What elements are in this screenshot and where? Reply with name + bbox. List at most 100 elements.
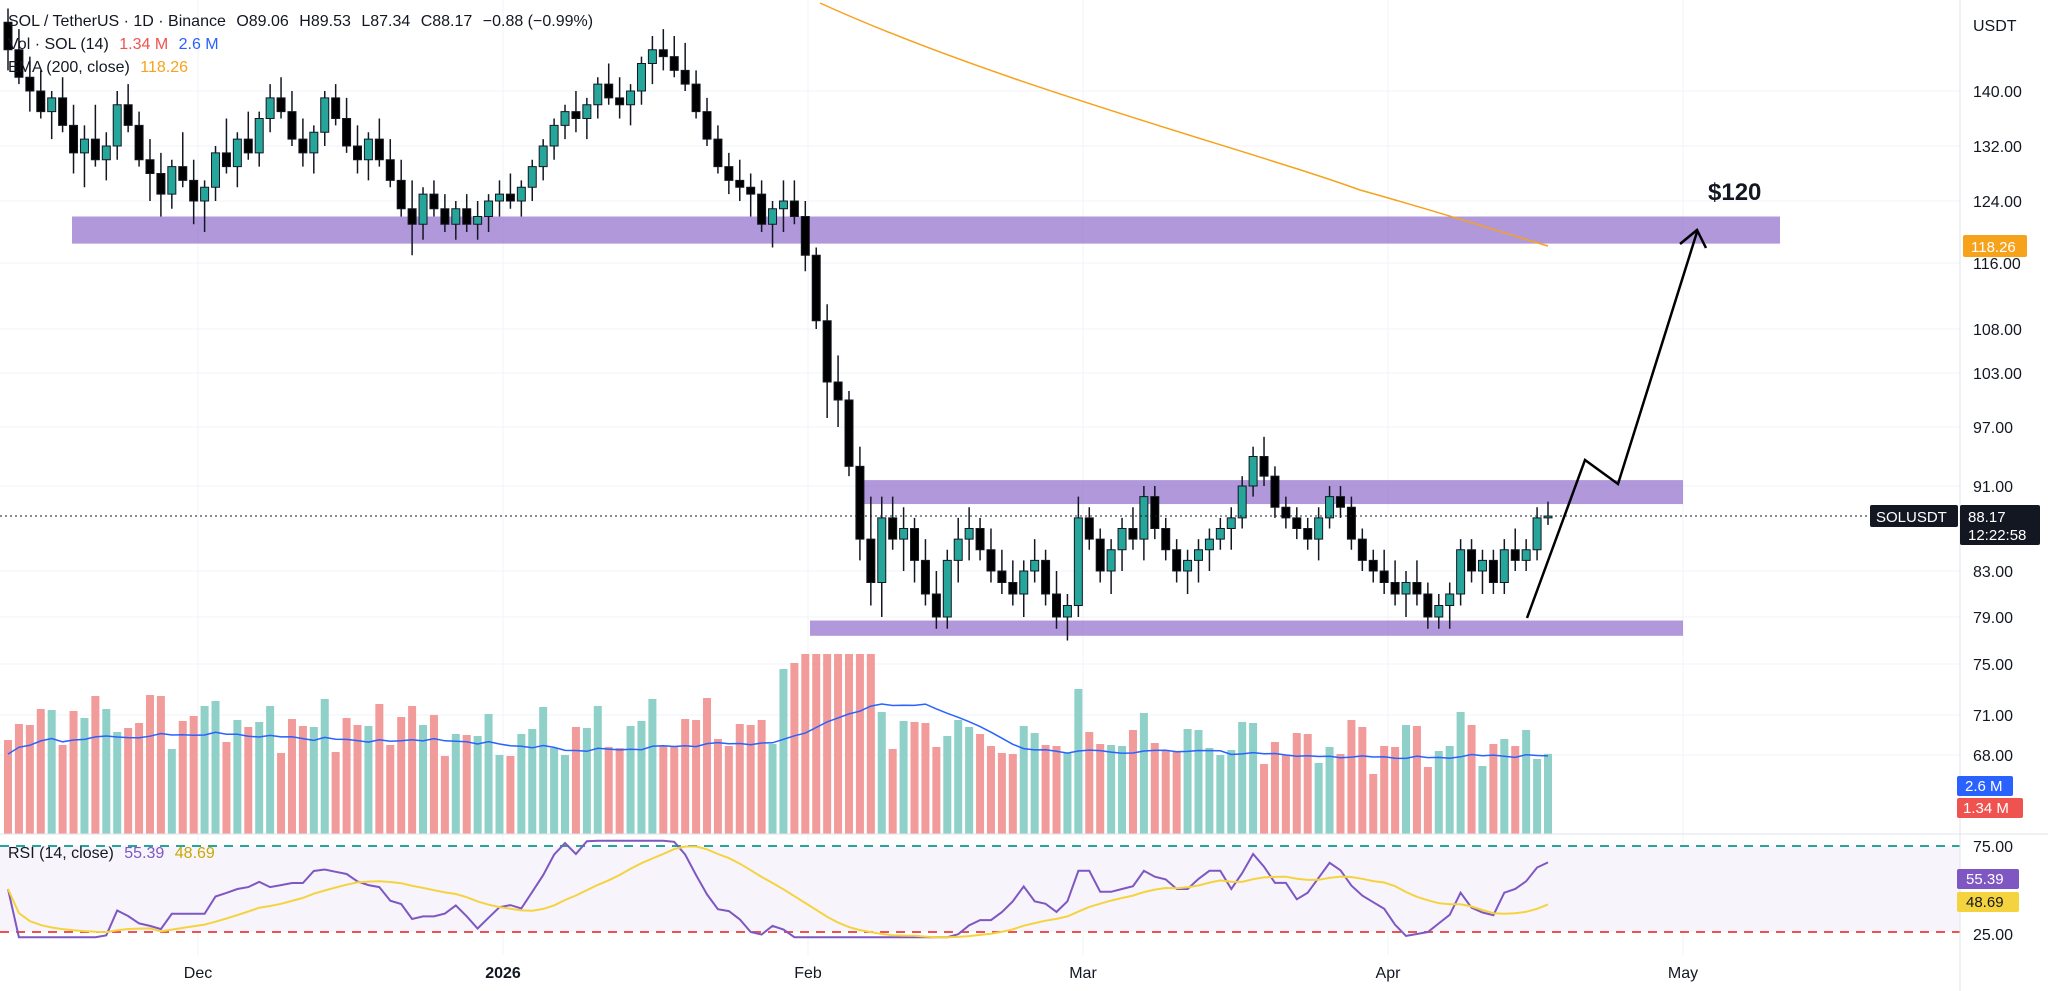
volume-bar xyxy=(451,734,460,834)
currency-label[interactable]: USDT xyxy=(1973,18,2017,35)
volume-bar xyxy=(1118,746,1127,834)
volume-bar xyxy=(855,654,864,834)
volume-bar xyxy=(539,707,548,834)
candle-body xyxy=(516,186,526,202)
candle-body xyxy=(90,138,100,161)
volume-bar xyxy=(1544,753,1552,834)
volume-bar xyxy=(844,654,853,834)
projection-arrow xyxy=(1525,231,1699,619)
price-tick-label: 132.00 xyxy=(1973,139,2022,156)
volume-bar xyxy=(986,746,995,834)
last-price-tag: 88.17 xyxy=(1968,509,2006,526)
candle-body xyxy=(1379,570,1389,583)
volume-bar xyxy=(1325,747,1334,834)
volume-ma-line xyxy=(7,703,1549,760)
volume-legend[interactable]: Vol · SOL (14) 1.34 M 2.6 M xyxy=(8,36,225,54)
candle-body xyxy=(1401,582,1411,595)
volume-bar xyxy=(14,724,23,834)
candle xyxy=(1106,539,1116,594)
candle-body xyxy=(265,97,275,119)
volume-bar xyxy=(1281,755,1290,834)
volume-bar xyxy=(921,723,930,834)
ema-legend[interactable]: EMA (200, close) 118.26 xyxy=(8,59,194,77)
candle xyxy=(1499,539,1509,594)
candle xyxy=(320,91,330,146)
candle-body xyxy=(1281,506,1291,519)
candle-body xyxy=(789,200,799,217)
candle xyxy=(418,187,428,240)
candle-body xyxy=(287,111,297,140)
candle xyxy=(363,132,373,181)
volume-bar xyxy=(834,654,843,834)
candle xyxy=(582,97,592,140)
rsi-label[interactable]: RSI (14, close) xyxy=(8,845,114,862)
open-value: O89.06 xyxy=(236,13,289,30)
volume-bar xyxy=(561,755,570,834)
ohlc-legend[interactable]: SOL / TetherUS · 1D · Binance O89.06 H89… xyxy=(8,13,599,31)
candle-body xyxy=(822,320,832,383)
volume-bar xyxy=(1216,755,1225,834)
candle-body xyxy=(1423,593,1433,618)
candle-body xyxy=(1215,528,1225,540)
candle xyxy=(494,180,504,217)
price-tick-label: 79.00 xyxy=(1973,610,2013,627)
volume-bar xyxy=(823,654,832,834)
volume-bar xyxy=(735,724,744,834)
candle-body xyxy=(134,124,144,161)
ema-200-line xyxy=(819,2,1549,247)
volume-bar xyxy=(1052,746,1061,834)
candle xyxy=(746,173,756,217)
volume-bar xyxy=(1478,766,1487,834)
candle xyxy=(167,159,177,209)
candle xyxy=(254,111,264,167)
candle xyxy=(1368,549,1378,583)
candle xyxy=(47,91,57,140)
volume-label[interactable]: Vol · SOL (14) xyxy=(8,36,109,53)
rsi-legend[interactable]: RSI (14, close) 55.39 48.69 xyxy=(8,845,221,863)
candle-body xyxy=(1084,517,1094,540)
candle-body xyxy=(986,549,996,572)
volume-bar xyxy=(932,747,941,834)
price-tick-label: 71.00 xyxy=(1973,708,2013,725)
candle-body xyxy=(1259,456,1269,477)
time-tick-label: 2026 xyxy=(485,965,521,982)
volume-bar xyxy=(484,714,493,834)
candle xyxy=(3,8,13,71)
candle xyxy=(178,132,188,188)
ema-label[interactable]: EMA (200, close) xyxy=(8,59,130,76)
volume-bar xyxy=(364,726,373,834)
candle xyxy=(1183,549,1193,594)
candle xyxy=(505,173,515,209)
time-axis[interactable]: Dec 2026 Feb Mar Apr May xyxy=(184,965,1698,982)
volume-bar xyxy=(222,742,231,834)
symbol-title[interactable]: SOL / TetherUS · 1D · Binance xyxy=(8,13,226,30)
volume-bar xyxy=(1358,727,1367,834)
candle xyxy=(1423,582,1433,629)
candle xyxy=(200,180,210,232)
candle xyxy=(276,77,286,119)
volume-bar xyxy=(1380,746,1389,834)
volume-bar xyxy=(58,745,67,834)
candle-body xyxy=(1357,538,1367,561)
volume-value: 1.34 M xyxy=(119,36,169,53)
candle xyxy=(1445,582,1455,629)
candle-body xyxy=(462,208,472,225)
candle-body xyxy=(1467,549,1477,572)
candle xyxy=(669,36,679,78)
candle xyxy=(298,118,308,167)
rsi-ma-tag-bg xyxy=(1957,892,2019,912)
candle xyxy=(385,139,395,188)
candle-body xyxy=(243,138,253,154)
candle-body xyxy=(221,152,231,168)
volume-bar xyxy=(1522,730,1531,834)
last-price-tag-bg xyxy=(1960,505,2040,545)
candle xyxy=(287,91,297,146)
candle-body xyxy=(931,593,941,618)
volume-bar xyxy=(102,709,111,834)
price-tick-label: 68.00 xyxy=(1973,748,2013,765)
candle xyxy=(101,132,111,181)
price-axis[interactable]: 140.00 132.00 124.00 116.00 108.00 103.00 97.0… xyxy=(1973,84,2022,765)
candle xyxy=(1237,476,1247,529)
candle-body xyxy=(1532,517,1542,551)
